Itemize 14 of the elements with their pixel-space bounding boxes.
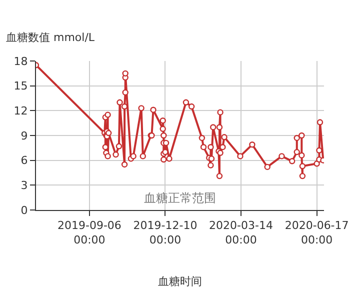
y-tick-label: 15	[14, 80, 28, 93]
y-tick-label: 0	[20, 204, 28, 217]
x-axis-title: 血糖时间	[158, 275, 202, 288]
y-tick-label: 12	[14, 104, 28, 118]
x-tick-label: 2019-09-06 00:00	[57, 219, 122, 246]
y-tick-label: 18	[14, 54, 28, 68]
x-tick-label: 2019-12-10 00:00	[133, 219, 198, 246]
y-tick-label: 6	[20, 154, 28, 168]
y-tick-label: 3	[20, 179, 28, 192]
x-tick-label: 2020-03-14 00:00	[209, 219, 273, 246]
y-axis-title: 血糖数值 mmol/L	[6, 31, 96, 44]
y-tick-label: 9	[20, 129, 28, 142]
annotation: 血糖正常范围	[144, 191, 216, 205]
x-tick-label: 2020-06-17 00:00	[284, 219, 349, 246]
